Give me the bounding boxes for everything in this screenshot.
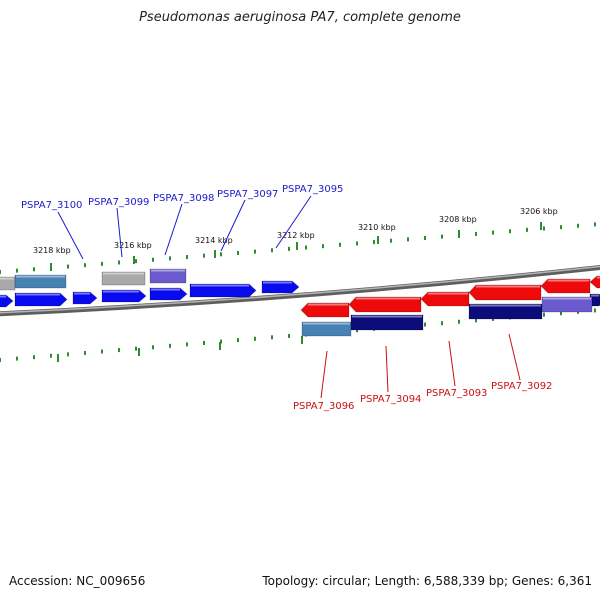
reverse-gene-label: PSPA7_3096 — [293, 401, 354, 412]
reverse-gene-label: PSPA7_3093 — [426, 388, 487, 399]
forward-cds-box — [14, 274, 67, 289]
reverse-gene-leader — [385, 345, 389, 393]
reverse-gene-arrow — [420, 291, 470, 307]
forward-gene-leader — [57, 211, 84, 260]
reverse-gene-leader — [448, 340, 456, 387]
forward-gene-leader — [164, 203, 183, 256]
reverse-cds-box — [350, 314, 424, 331]
forward-cds-box — [149, 268, 187, 284]
feature-layer — [0, 268, 600, 337]
map-title: Pseudomonas aeruginosa PA7, complete gen… — [139, 10, 461, 25]
forward-gene-label: PSPA7_3100 — [21, 200, 82, 211]
forward-gene-arrow — [189, 283, 257, 298]
forward-cds-box — [101, 271, 146, 286]
scale-tick-label: 3214 kbp — [195, 236, 233, 245]
forward-gene-leader — [116, 207, 123, 258]
tick-layer: 3218 kbp 3216 kbp 3214 kbp 3212 kbp 3210 kbp… — [0, 207, 596, 362]
forward-gene-leader — [275, 195, 312, 249]
forward-gene-arrow — [261, 280, 300, 294]
forward-gene-arrow — [72, 291, 98, 305]
forward-gene-label: PSPA7_3099 — [88, 197, 149, 208]
genome-backbone — [0, 265, 600, 317]
forward-gene-label: PSPA7_3098 — [153, 193, 214, 204]
forward-gene-label: PSPA7_3095 — [282, 184, 343, 195]
topology-text: Topology: circular; Length: 6,588,339 bp… — [262, 574, 592, 588]
backbone-layer — [0, 265, 600, 317]
forward-gene-arrow — [0, 294, 14, 308]
forward-gene-arrow — [14, 292, 68, 307]
reverse-gene-arrow — [589, 275, 600, 289]
reverse-gene-arrow — [300, 302, 350, 318]
reverse-gene-leader — [508, 333, 521, 381]
scale-tick-label: 3216 kbp — [114, 241, 152, 250]
reverse-cds-box — [541, 296, 593, 313]
forward-gene-leader — [220, 199, 246, 252]
reverse-gene-arrow — [348, 296, 422, 313]
forward-gene-arrow — [101, 289, 147, 303]
reverse-gene-label: PSPA7_3092 — [491, 381, 552, 392]
reverse-gene-arrow — [468, 284, 542, 301]
forward-gene-label: PSPA7_3097 — [217, 189, 278, 200]
forward-gene-arrow — [149, 287, 188, 301]
label-layer: PSPA7_3100 PSPA7_3099 PSPA7_3098 PSPA7_3097… — [21, 184, 552, 412]
reverse-gene-leader — [320, 350, 328, 399]
reverse-gene-arrow — [540, 278, 591, 294]
scale-tick-label: 3208 kbp — [439, 215, 477, 224]
scale-tick-label: 3212 kbp — [277, 231, 315, 240]
scale-tick-label: 3210 kbp — [358, 223, 396, 232]
scale-tick-label: 3206 kbp — [520, 207, 558, 216]
scale-tick-label: 3218 kbp — [33, 246, 71, 255]
genome-backbone-highlight — [0, 265, 600, 314]
accession-text: Accession: NC_009656 — [9, 574, 146, 588]
reverse-gene-label: PSPA7_3094 — [360, 394, 421, 405]
